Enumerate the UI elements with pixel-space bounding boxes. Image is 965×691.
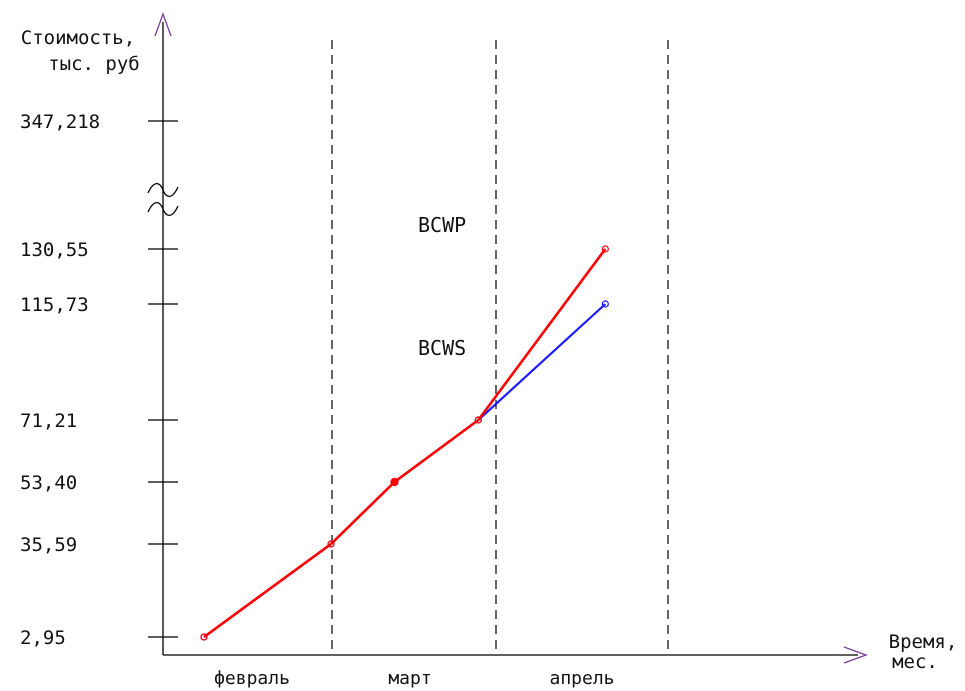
x-axis-label-line1: Время,: [889, 631, 958, 653]
y-axis-arrow: [154, 12, 172, 37]
month-boundary-lines: [331, 40, 669, 655]
series-line-bcwp: [203, 248, 607, 639]
y-axis-label-line1: Стоимость,: [21, 27, 135, 49]
y-axis-label-line2: тыс. руб: [48, 53, 140, 75]
series-point-bcws: [601, 300, 609, 308]
axis-break-symbol: [147, 182, 179, 217]
y-tick-label: 2,95: [20, 627, 66, 649]
y-tick-label: 71,21: [20, 410, 77, 432]
y-tick-label: 115,73: [20, 294, 89, 316]
series-label-bcwp: BCWP: [418, 213, 466, 237]
series-point-bcwp: [327, 540, 335, 548]
month-label: февраль: [214, 668, 290, 689]
series-label-bcws: BCWS: [418, 336, 466, 360]
y-tick-label: 53,40: [20, 472, 77, 494]
series-line-bcws: [203, 303, 607, 638]
month-labels: февраль март апрель: [214, 668, 614, 689]
month-label: апрель: [549, 668, 614, 689]
x-axis-arrow: [843, 646, 868, 664]
y-tick-label: 35,59: [20, 534, 77, 556]
y-ticks: 2,95 35,59 53,40 71,21 115,73 130,55 347,218: [20, 111, 178, 649]
month-label: март: [388, 668, 431, 689]
series-point-bcwp: [200, 633, 208, 641]
x-axis-label-line2: мес.: [892, 651, 938, 673]
series-point-bcwp: [474, 416, 482, 424]
series-point-bcwp: [601, 245, 609, 253]
y-tick-label: 347,218: [20, 111, 100, 133]
series-group: [200, 245, 609, 641]
series-point-bcwp: [390, 477, 399, 487]
y-tick-label: 130,55: [20, 239, 89, 261]
